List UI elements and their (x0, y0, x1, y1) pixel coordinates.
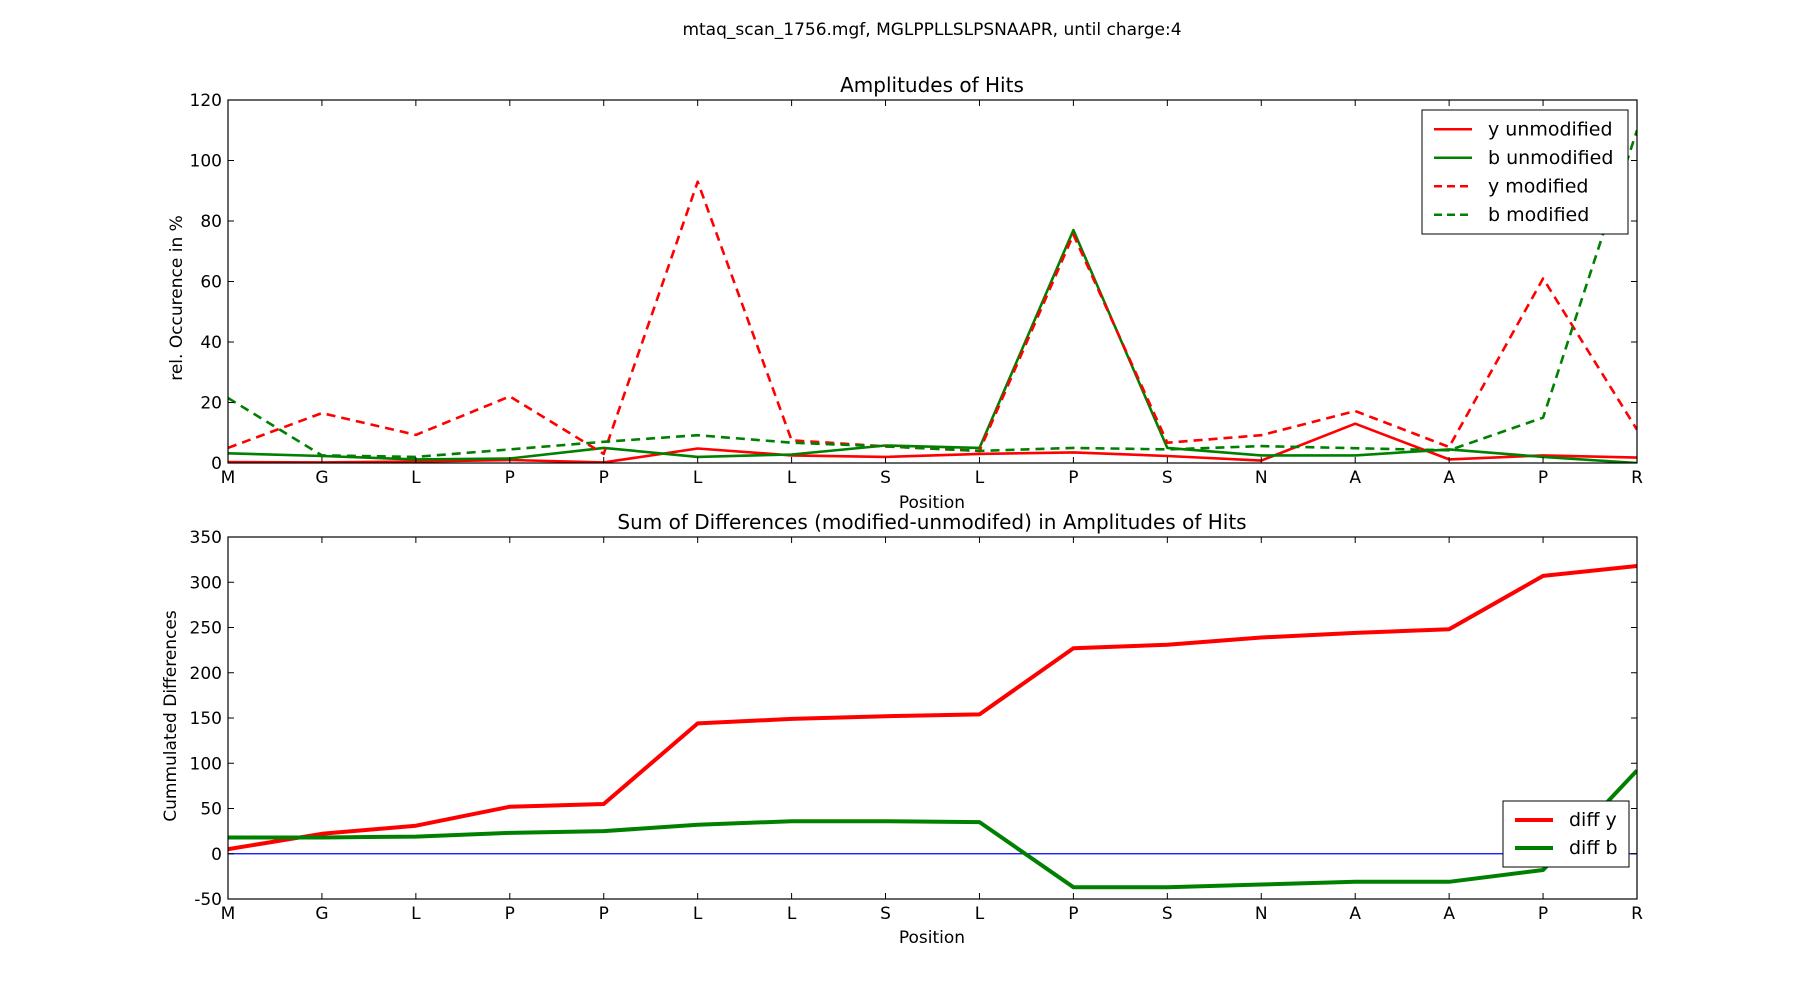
series-line-diff-y (228, 564, 1637, 852)
x-tick-label: L (975, 904, 985, 924)
subplot-cumulative-differences: Sum of Differences (modified-unmodifed) … (161, 510, 1643, 948)
x-tick-label: R (1631, 904, 1643, 924)
legend-label: diff b (1569, 837, 1618, 859)
x-tick-label: L (787, 904, 797, 924)
axes-frame (227, 536, 1638, 900)
x-tick-label: G (315, 468, 328, 488)
legend: y unmodified b unmodified y modified b modi… (1421, 109, 1629, 235)
x-tick-label: A (1443, 904, 1455, 924)
x-tick-label: N (1255, 468, 1268, 488)
x-tick-label: A (1349, 904, 1361, 924)
legend-label: diff y (1569, 809, 1617, 831)
x-tick-label: L (411, 904, 421, 924)
series-line-b-modified (228, 129, 1637, 459)
y-tick-label: 300 (190, 573, 222, 593)
x-tick-label: L (693, 468, 703, 488)
series-line-b-unmodified (228, 228, 1637, 463)
x-tick-label: L (693, 904, 703, 924)
x-tick-label: L (787, 468, 797, 488)
x-tick-label: P (599, 904, 609, 924)
y-tick-label: 100 (190, 152, 222, 172)
y-axis-label: Cummulated Differences (161, 610, 181, 822)
legend-box (1421, 109, 1629, 235)
x-axis-label: Position (899, 493, 965, 513)
legend-label: y unmodified (1488, 118, 1613, 140)
x-tick-label: L (411, 468, 421, 488)
x-tick-label: S (1162, 468, 1173, 488)
y-tick-label: 50 (200, 800, 222, 820)
x-tick-label: R (1631, 468, 1643, 488)
y-tick-label: 80 (200, 212, 222, 232)
y-tick-label: 100 (190, 754, 222, 774)
x-tick-label: P (1068, 468, 1078, 488)
subplot-title: Amplitudes of Hits (840, 73, 1024, 97)
subplot-title: Sum of Differences (modified-unmodifed) … (617, 510, 1246, 534)
x-tick-label: N (1255, 904, 1268, 924)
y-tick-label: 0 (211, 454, 222, 474)
legend: diff y diff b (1502, 800, 1630, 868)
x-axis-label: Position (899, 928, 965, 948)
x-tick-label: L (975, 468, 985, 488)
subplot-amplitudes: Amplitudes of Hits Position rel. Occuren… (167, 73, 1643, 513)
x-tick-label: M (221, 904, 236, 924)
x-tick-label: P (1538, 468, 1548, 488)
x-tick-label: G (315, 904, 328, 924)
x-tick-label: P (1538, 904, 1548, 924)
y-tick-label: 60 (200, 273, 222, 293)
x-tick-label: P (505, 468, 515, 488)
series-line-y-unmodified (228, 422, 1637, 463)
series-line-diff-b (228, 769, 1637, 890)
y-tick-label: 20 (200, 394, 222, 414)
y-tick-label: 200 (190, 664, 222, 684)
legend-label: b unmodified (1488, 147, 1613, 169)
x-tick-label: S (1162, 904, 1173, 924)
y-tick-label: 40 (200, 333, 222, 353)
x-tick-label: S (880, 904, 891, 924)
y-axis-label: rel. Occurence in % (167, 215, 187, 381)
x-tick-label: P (1068, 904, 1078, 924)
y-tick-label: 150 (190, 709, 222, 729)
x-tick-label: S (880, 468, 891, 488)
legend-label: y modified (1488, 175, 1588, 197)
x-tick-label: M (221, 468, 236, 488)
y-tick-label: 350 (190, 528, 222, 548)
x-tick-label: A (1443, 468, 1455, 488)
x-tick-label: P (505, 904, 515, 924)
figure-suptitle: mtaq_scan_1756.mgf, MGLPPLLSLPSNAAPR, un… (682, 20, 1181, 40)
y-tick-label: 120 (190, 91, 222, 111)
y-tick-label: 250 (190, 619, 222, 639)
legend-label: b modified (1488, 204, 1589, 226)
y-tick-label: -50 (194, 890, 222, 910)
legend-box (1502, 800, 1630, 868)
y-tick-label: 0 (211, 845, 222, 865)
x-tick-label: A (1349, 468, 1361, 488)
x-tick-label: P (599, 468, 609, 488)
